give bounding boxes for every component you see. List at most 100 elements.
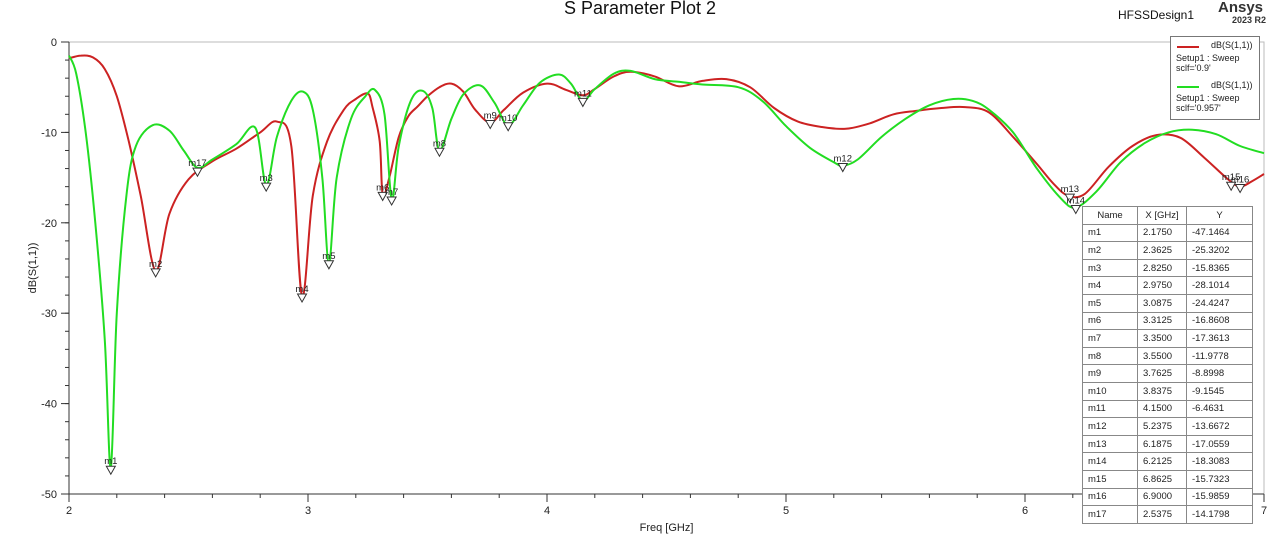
- marker-triangle: [260, 182, 272, 193]
- marker-table-row[interactable]: m7 3.3500 -17.3613: [1082, 329, 1253, 348]
- marker-table-cell-y: -14.1798: [1186, 505, 1253, 524]
- marker-triangle: [1234, 184, 1246, 194]
- marker-table-row[interactable]: m2 2.3625 -25.3202: [1082, 241, 1253, 260]
- marker-m4: m4: [295, 284, 309, 304]
- series-line-red: [68, 54, 1265, 298]
- marker-table-cell-y: -25.3202: [1186, 241, 1253, 260]
- marker-triangle: [386, 196, 398, 206]
- marker-table-cell-y: -15.9859: [1186, 487, 1253, 507]
- marker-table-row[interactable]: m14 6.2125 -18.3083: [1082, 452, 1253, 471]
- marker-label: m8: [433, 138, 446, 149]
- marker-m1: m1: [104, 456, 117, 476]
- marker-label: m4: [295, 284, 308, 295]
- y-tick-label: -40: [41, 399, 57, 411]
- marker-label: m2: [149, 259, 162, 270]
- marker-table-row[interactable]: m13 6.1875 -17.0559: [1082, 434, 1253, 454]
- marker-table-cell-x: 6.9000: [1137, 487, 1187, 507]
- legend-setup: Setup1 : Sweep: [1176, 53, 1240, 63]
- marker-table-row[interactable]: m12 5.2375 -13.6672: [1082, 417, 1253, 436]
- marker-table-row[interactable]: m6 3.3125 -16.8608: [1082, 311, 1253, 331]
- x-tick-label: 2: [66, 505, 72, 517]
- marker-table-cell-y: -16.8608: [1186, 311, 1253, 331]
- marker-table-cell-name: m6: [1082, 311, 1138, 331]
- marker-triangle: [150, 268, 161, 278]
- legend-setup: Setup1 : Sweep: [1176, 93, 1240, 103]
- marker-table-cell-y: -9.1545: [1186, 381, 1253, 401]
- marker-table-cell-name: m17: [1082, 505, 1138, 524]
- marker-table-cell-x: 6.8625: [1137, 469, 1187, 489]
- marker-m12: m12: [834, 154, 852, 173]
- marker-table-row[interactable]: m5 3.0875 -24.4247: [1082, 293, 1253, 313]
- marker-table-row[interactable]: m1 2.1750 -47.1464: [1082, 223, 1253, 243]
- marker-m5: m5: [322, 251, 336, 270]
- marker-table-header-x: X [GHz]: [1137, 206, 1187, 225]
- y-tick-label: -20: [41, 218, 57, 230]
- marker-table-row[interactable]: m15 6.8625 -15.7323: [1082, 469, 1253, 489]
- y-tick-label: -30: [41, 308, 57, 320]
- marker-triangle: [1225, 181, 1237, 192]
- marker-table-cell-name: m14: [1082, 452, 1138, 471]
- marker-m9: m9: [484, 110, 497, 130]
- marker-table-cell-y: -15.7323: [1186, 469, 1253, 489]
- marker-label: m7: [385, 187, 398, 198]
- marker-table-body: m1 2.1750 -47.1464 m2 2.3625 -25.3202 m3 2.8250…: [1082, 223, 1253, 524]
- marker-table-row[interactable]: m16 6.9000 -15.9859: [1082, 487, 1253, 507]
- marker-triangle: [1070, 205, 1082, 215]
- marker-table-cell-y: -6.4631: [1186, 399, 1253, 419]
- marker-triangle: [1064, 193, 1076, 204]
- marker-m17: m17: [188, 158, 207, 178]
- marker-table-cell-x: 5.2375: [1137, 417, 1187, 436]
- marker-table-cell-y: -8.8998: [1186, 364, 1253, 383]
- legend[interactable]: dB(S(1,1)) Setup1 : Sweep sclf='0.9' dB(…: [1170, 36, 1260, 120]
- marker-table-row[interactable]: m11 4.1500 -6.4631: [1082, 399, 1253, 419]
- marker-m2: m2: [149, 259, 162, 278]
- marker-triangle: [323, 260, 335, 270]
- marker-table-row[interactable]: m3 2.8250 -15.8365: [1082, 258, 1253, 278]
- marker-table-cell-y: -15.8365: [1186, 258, 1253, 278]
- x-tick-label: 3: [305, 505, 311, 517]
- marker-m15: m15: [1222, 172, 1240, 192]
- marker-label: m3: [260, 173, 273, 184]
- marker-table-cell-name: m1: [1082, 223, 1138, 243]
- marker-m10: m10: [499, 113, 517, 132]
- legend-item-red[interactable]: dB(S(1,1)) Setup1 : Sweep sclf='0.9': [1171, 37, 1259, 77]
- legend-item-green[interactable]: dB(S(1,1)) Setup1 : Sweep sclf='0.957': [1171, 77, 1259, 117]
- marker-table-row[interactable]: m10 3.8375 -9.1545: [1082, 381, 1253, 401]
- marker-triangle: [484, 119, 496, 130]
- marker-label: m6: [376, 182, 389, 193]
- marker-table-cell-name: m8: [1082, 346, 1138, 366]
- marker-label: m13: [1061, 184, 1079, 195]
- marker-table-cell-name: m10: [1082, 381, 1138, 401]
- marker-table-cell-name: m16: [1082, 487, 1138, 507]
- marker-table-cell-x: 3.8375: [1137, 381, 1187, 401]
- marker-table-cell-name: m13: [1082, 434, 1138, 454]
- marker-table[interactable]: Name X [GHz] Y m1 2.1750 -47.1464 m2 2.3625-…: [1082, 206, 1253, 524]
- marker-m3: m3: [260, 173, 273, 193]
- marker-table-cell-x: 4.1500: [1137, 399, 1187, 419]
- marker-table-header-name: Name: [1082, 206, 1138, 225]
- marker-triangle: [105, 465, 117, 476]
- y-tick-label: -50: [41, 489, 57, 501]
- marker-table-cell-y: -11.9778: [1186, 346, 1253, 366]
- marker-table-header: Name X [GHz] Y: [1082, 206, 1253, 225]
- marker-table-cell-y: -17.3613: [1186, 329, 1253, 348]
- marker-triangle: [502, 122, 514, 132]
- legend-series-name: dB(S(1,1)): [1211, 40, 1253, 50]
- marker-m7: m7: [385, 187, 398, 206]
- x-tick-label: 6: [1022, 505, 1028, 517]
- legend-param: sclf='0.9': [1176, 63, 1211, 73]
- marker-table-row[interactable]: m4 2.9750 -28.1014: [1082, 276, 1253, 295]
- marker-table-cell-y: -13.6672: [1186, 417, 1253, 436]
- marker-table-cell-name: m7: [1082, 329, 1138, 348]
- marker-table-cell-x: 3.7625: [1137, 364, 1187, 383]
- marker-table-cell-name: m2: [1082, 241, 1138, 260]
- marker-table-cell-y: -24.4247: [1186, 293, 1253, 313]
- marker-table-row[interactable]: m17 2.5375 -14.1798: [1082, 505, 1253, 524]
- marker-table-row[interactable]: m8 3.5500 -11.9778: [1082, 346, 1253, 366]
- marker-table-row[interactable]: m9 3.7625 -8.8998: [1082, 364, 1253, 383]
- marker-table-cell-name: m4: [1082, 276, 1138, 295]
- marker-triangle: [837, 163, 849, 173]
- marker-label: m9: [484, 110, 497, 121]
- marker-table-cell-name: m11: [1082, 399, 1138, 419]
- marker-table-cell-x: 2.3625: [1137, 241, 1187, 260]
